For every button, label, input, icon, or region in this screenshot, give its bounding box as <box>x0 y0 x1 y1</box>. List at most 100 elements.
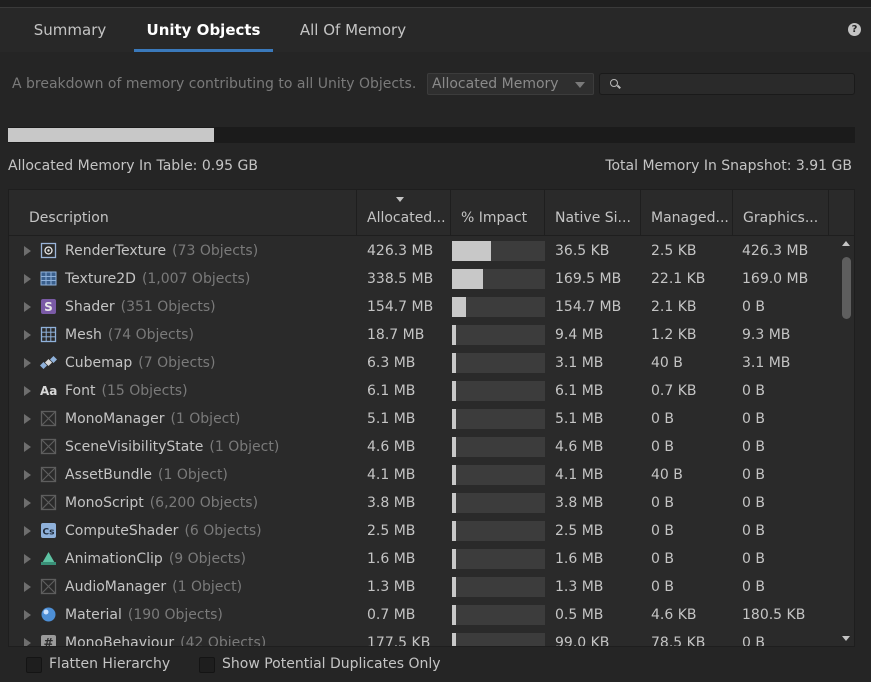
svg-text:#: # <box>43 636 53 647</box>
scrollbar-thumb[interactable] <box>842 257 851 319</box>
row-native-size-value: 5.1 MB <box>555 411 604 427</box>
column-header-description[interactable]: Description <box>9 190 357 235</box>
impact-bar <box>452 409 545 429</box>
expand-arrow-icon[interactable] <box>24 582 31 592</box>
dropdown-value: Allocated Memory <box>432 76 559 92</box>
sort-descending-icon <box>396 197 404 202</box>
tab-all-of-memory[interactable]: All Of Memory <box>283 8 423 52</box>
table-row[interactable]: Cubemap (7 Objects) 6.3 MB 3.1 MB 40 B 3.1 MB <box>9 349 839 377</box>
expand-arrow-icon[interactable] <box>24 302 31 312</box>
impact-bar-fill <box>452 521 456 541</box>
cubemap-icon <box>39 354 58 371</box>
table-row[interactable]: Aa Font (15 Objects) 6.1 MB 6.1 MB 0.7 KB 0 B <box>9 377 839 405</box>
row-managed-value: 1.2 KB <box>651 327 697 343</box>
table-row[interactable]: SceneVisibilityState (1 Object) 4.6 MB 4.6 … <box>9 433 839 461</box>
scroll-up-arrow-icon[interactable] <box>842 241 850 246</box>
row-native-size-value: 6.1 MB <box>555 383 604 399</box>
table-row[interactable]: S Shader (351 Objects) 154.7 MB 154.7 MB 2.1 … <box>9 293 839 321</box>
table-row[interactable]: MonoManager (1 Object) 5.1 MB 5.1 MB 0 B 0 B <box>9 405 839 433</box>
table-row[interactable]: # MonoBehaviour (42 Objects) 177.5 KB 99.0 K… <box>9 629 839 647</box>
table-row[interactable]: Mesh (74 Objects) 18.7 MB 9.4 MB 1.2 KB 9.3 M… <box>9 321 839 349</box>
column-header-graphics[interactable]: Graphics... <box>733 190 829 235</box>
row-type-name: Shader (351 Objects) <box>65 293 216 321</box>
column-header-native-size[interactable]: Native Si... <box>545 190 641 235</box>
row-type-name: AnimationClip (9 Objects) <box>65 545 246 573</box>
expand-arrow-icon[interactable] <box>24 246 31 256</box>
search-field[interactable] <box>599 73 855 95</box>
animation-clip-icon <box>40 550 57 567</box>
impact-bar-fill <box>452 409 456 429</box>
row-native-size-value: 4.1 MB <box>555 467 604 483</box>
expand-arrow-icon[interactable] <box>24 498 31 508</box>
impact-bar <box>452 437 545 457</box>
row-allocated-value: 18.7 MB <box>367 327 425 343</box>
expand-arrow-icon[interactable] <box>24 414 31 424</box>
row-type-name: ComputeShader (6 Objects) <box>65 517 262 545</box>
material-icon <box>40 606 57 623</box>
expand-arrow-icon[interactable] <box>24 554 31 564</box>
table-row[interactable]: MonoScript (6,200 Objects) 3.8 MB 3.8 MB 0 B… <box>9 489 839 517</box>
show-duplicates-checkbox[interactable] <box>199 657 215 673</box>
flatten-hierarchy-checkbox[interactable] <box>26 657 42 673</box>
row-allocated-value: 154.7 MB <box>367 299 434 315</box>
column-header-impact[interactable]: % Impact <box>451 190 545 235</box>
column-header-allocated[interactable]: Allocated... <box>357 190 451 235</box>
row-allocated-value: 1.3 MB <box>367 579 416 595</box>
tab-unity-objects[interactable]: Unity Objects <box>134 8 273 52</box>
row-managed-value: 0 B <box>651 579 674 595</box>
row-managed-value: 78.5 KB <box>651 635 706 647</box>
tab-unity-objects-label: Unity Objects <box>146 21 261 39</box>
scroll-down-arrow-icon[interactable] <box>842 636 850 641</box>
row-allocated-value: 177.5 KB <box>367 635 431 647</box>
expand-arrow-icon[interactable] <box>24 470 31 480</box>
memory-type-dropdown[interactable]: Allocated Memory <box>427 73 594 95</box>
row-object-count: (1 Object) <box>209 439 280 455</box>
row-object-count: (190 Objects) <box>127 607 223 623</box>
expand-arrow-icon[interactable] <box>24 610 31 620</box>
texture2d-icon <box>40 270 57 287</box>
table-row[interactable]: Material (190 Objects) 0.7 MB 0.5 MB 4.6 KB 1… <box>9 601 839 629</box>
impact-bar-fill <box>452 605 456 625</box>
table-row[interactable]: Cs ComputeShader (6 Objects) 2.5 MB 2.5 MB 0 … <box>9 517 839 545</box>
row-native-size-value: 3.8 MB <box>555 495 604 511</box>
unity-objects-panel: A breakdown of memory contributing to al… <box>0 52 871 682</box>
row-object-count: (9 Objects) <box>168 551 246 567</box>
row-name-text: MonoScript <box>65 495 144 511</box>
row-object-count: (1 Object) <box>172 579 243 595</box>
expand-arrow-icon[interactable] <box>24 386 31 396</box>
table-row[interactable]: AnimationClip (9 Objects) 1.6 MB 1.6 MB 0 B 0… <box>9 545 839 573</box>
tab-summary[interactable]: Summary <box>14 8 126 52</box>
row-graphics-value: 0 B <box>742 411 765 427</box>
column-header-managed[interactable]: Managed... <box>641 190 733 235</box>
row-managed-value: 2.1 KB <box>651 299 697 315</box>
table-row[interactable]: AudioManager (1 Object) 1.3 MB 1.3 MB 0 B 0 B <box>9 573 839 601</box>
expand-arrow-icon[interactable] <box>24 358 31 368</box>
expand-arrow-icon[interactable] <box>24 526 31 536</box>
help-icon[interactable]: ? <box>848 23 861 36</box>
font-icon: Aa <box>40 382 57 399</box>
expand-arrow-icon[interactable] <box>24 638 31 646</box>
table-row[interactable]: Texture2D (1,007 Objects) 338.5 MB 169.5 MB… <box>9 265 839 293</box>
search-input[interactable] <box>622 74 852 94</box>
impact-bar-fill <box>452 577 456 597</box>
row-name-text: Shader <box>65 299 115 315</box>
expand-arrow-icon[interactable] <box>24 274 31 284</box>
generic-object-icon <box>40 578 57 595</box>
row-graphics-value: 0 B <box>742 467 765 483</box>
svg-text:Aa: Aa <box>40 384 57 398</box>
expand-arrow-icon[interactable] <box>24 330 31 340</box>
row-graphics-value: 426.3 MB <box>742 243 809 259</box>
table-row[interactable]: RenderTexture (73 Objects) 426.3 MB 36.5 KB… <box>9 237 839 265</box>
memory-usage-bar <box>8 127 855 143</box>
expand-arrow-icon[interactable] <box>24 442 31 452</box>
row-managed-value: 22.1 KB <box>651 271 706 287</box>
table-row[interactable]: AssetBundle (1 Object) 4.1 MB 4.1 MB 40 B 0 B <box>9 461 839 489</box>
row-managed-value: 2.5 KB <box>651 243 697 259</box>
row-allocated-value: 6.1 MB <box>367 383 416 399</box>
generic-object-icon <box>40 438 57 455</box>
vertical-scrollbar[interactable] <box>838 237 854 646</box>
window-top-strip <box>0 0 871 8</box>
row-graphics-value: 0 B <box>742 551 765 567</box>
impact-bar-fill <box>452 381 456 401</box>
row-name-text: MonoBehaviour <box>65 635 175 647</box>
